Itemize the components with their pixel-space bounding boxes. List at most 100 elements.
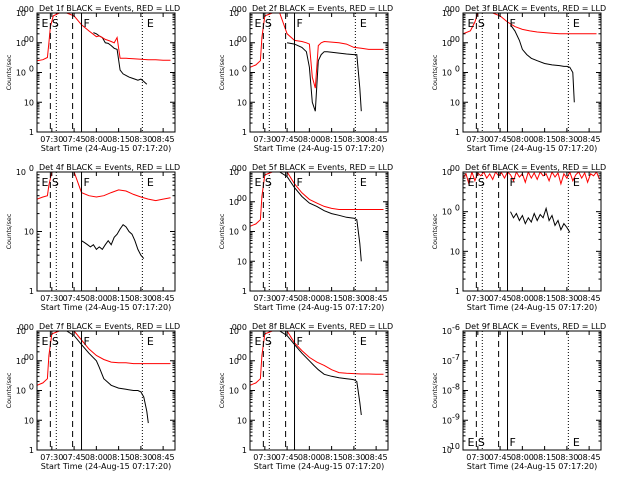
x-tick-label: 08:15 [107, 294, 130, 303]
x-tick-label: 07:30 [40, 294, 63, 303]
y-tick-label: 1 [242, 446, 247, 455]
x-tick-label: 08:45 [152, 294, 175, 303]
x-tick-label: 08:30 [129, 294, 152, 303]
y-tick-label: 10 [16, 168, 26, 177]
y-tick-label: 10 [442, 9, 452, 18]
x-tick-label: 08:45 [152, 135, 175, 144]
y-tick-label: 1 [242, 128, 247, 137]
plot-frame [36, 330, 176, 451]
x-tick-label: 07:45 [63, 294, 86, 303]
x-tick-label: 07:45 [276, 453, 299, 462]
y-tick-label: 10 [237, 98, 247, 107]
y-tick-label-exponent: 000 [232, 323, 247, 332]
x-axis-label: Start Time (24-Aug-15 07:17:20) [467, 303, 598, 312]
y-axis-label: Counts/sec [431, 372, 439, 408]
x-axis-label: Start Time (24-Aug-15 07:17:20) [41, 462, 172, 471]
phase-label: F [297, 176, 303, 189]
y-tick-label: 10 [229, 39, 239, 48]
y-tick-label-exponent: 00 [24, 353, 34, 362]
phase-label: E [360, 17, 367, 30]
y-tick-label: 10 [229, 387, 239, 396]
x-tick-label: 08:00 [85, 294, 108, 303]
y-tick-label: 10 [24, 416, 34, 425]
phase-label: E [254, 17, 261, 30]
x-tick-label: 08:30 [342, 135, 365, 144]
x-tick-label: 07:45 [276, 135, 299, 144]
y-tick-label: 10 [16, 387, 26, 396]
y-axis-label: Counts/sec [218, 213, 226, 249]
x-tick-label: 08:15 [533, 294, 556, 303]
y-tick-label: 1 [455, 287, 460, 296]
x-axis-label: Start Time (24-Aug-15 07:17:20) [467, 144, 598, 153]
lld-series-line [37, 331, 171, 386]
plot-frame [36, 171, 176, 292]
plot-frame [36, 12, 176, 133]
y-tick-label-exponent: 00 [450, 35, 460, 44]
x-tick-label: 08:00 [298, 294, 321, 303]
chart-title: Det 6f BLACK = Events, RED = LLD [465, 163, 606, 172]
y-tick-label-exponent: 0 [242, 65, 247, 74]
y-tick-label: 10 [442, 39, 452, 48]
x-tick-label: 08:45 [365, 135, 388, 144]
y-tick-label: 10 [237, 257, 247, 266]
x-tick-label: 08:30 [555, 135, 578, 144]
plot-frame [249, 171, 389, 292]
y-tick-label: 10 [229, 228, 239, 237]
phase-label: S [478, 436, 485, 449]
phase-label: E [573, 17, 580, 30]
x-tick-label: 08:45 [578, 453, 601, 462]
y-tick-label: 10 [237, 416, 247, 425]
x-tick-label: 08:30 [555, 294, 578, 303]
y-tick-label: 10 [229, 327, 239, 336]
y-tick-label-exponent: 00 [24, 35, 34, 44]
phase-label: E [41, 335, 48, 348]
y-tick-label-exponent: 0 [455, 204, 460, 213]
y-tick-label: 1 [29, 128, 34, 137]
x-tick-label: 08:45 [152, 453, 175, 462]
phase-label: E [360, 176, 367, 189]
x-tick-label: 08:00 [511, 453, 534, 462]
y-tick-label: 10 [16, 327, 26, 336]
events-series-line [510, 24, 575, 103]
phase-label: S [478, 176, 485, 189]
y-axis-label: Counts/sec [5, 54, 13, 90]
x-tick-label: 07:30 [466, 453, 489, 462]
x-tick-label: 08:15 [107, 453, 130, 462]
x-tick-label: 07:45 [63, 135, 86, 144]
y-tick-label: 10 [442, 416, 452, 425]
y-tick-label: 10 [229, 69, 239, 78]
phase-label: E [360, 335, 367, 348]
x-tick-label: 08:45 [578, 294, 601, 303]
x-tick-label: 08:15 [320, 294, 343, 303]
chart-title: Det 1f BLACK = Events, RED = LLD [39, 4, 180, 13]
x-tick-label: 08:30 [342, 294, 365, 303]
phase-label: F [297, 17, 303, 30]
phase-label: S [52, 176, 59, 189]
x-tick-label: 08:00 [85, 135, 108, 144]
y-tick-label-exponent: -9 [452, 412, 460, 421]
y-tick-label: 10 [450, 98, 460, 107]
chart-title: Det 8f BLACK = Events, RED = LLD [252, 322, 393, 331]
y-tick-label: 10 [229, 198, 239, 207]
y-tick-label-exponent: -7 [452, 353, 460, 362]
x-tick-label: 07:30 [253, 453, 276, 462]
x-tick-label: 08:30 [342, 453, 365, 462]
x-tick-label: 07:45 [276, 294, 299, 303]
x-axis-label: Start Time (24-Aug-15 07:17:20) [254, 462, 385, 471]
phase-label: S [478, 17, 485, 30]
y-tick-label: 10 [442, 387, 452, 396]
chart-title: Det 7f BLACK = Events, RED = LLD [39, 322, 180, 331]
x-tick-label: 07:45 [489, 294, 512, 303]
y-tick-label: 1 [242, 287, 247, 296]
y-tick-label-exponent: 000 [19, 323, 34, 332]
y-tick-label-exponent: 000 [445, 5, 460, 14]
x-tick-label: 07:45 [63, 453, 86, 462]
phase-label: S [265, 17, 272, 30]
y-tick-label-exponent: 00 [237, 194, 247, 203]
y-axis-label: Counts/sec [431, 54, 439, 90]
y-tick-label-exponent: 000 [232, 164, 247, 173]
x-tick-label: 08:00 [85, 453, 108, 462]
y-tick-label: 10 [442, 168, 452, 177]
